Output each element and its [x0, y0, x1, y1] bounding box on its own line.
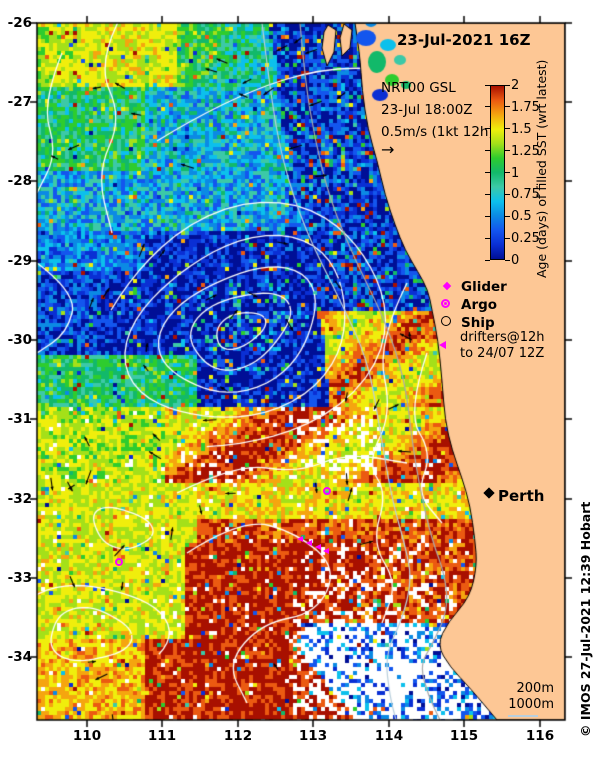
argo-icon — [441, 299, 450, 308]
drifter-icon — [439, 341, 446, 349]
colorbar-tick-mark-left — [485, 150, 490, 152]
page-title: 23-Jul-2021 16Z — [397, 31, 531, 49]
colorbar-tick-mark-left — [485, 84, 490, 86]
city-label: Perth — [498, 487, 545, 505]
colorbar-tick-mark-left — [485, 193, 490, 195]
colorbar-tick-mark-right — [505, 84, 510, 86]
drifter-marker-icon — [297, 536, 303, 542]
colorbar-tick-mark-left — [485, 215, 490, 217]
drifter-marker-icon — [306, 540, 312, 546]
colorbar-tick-label: 1.75 — [511, 99, 540, 115]
ship-icon — [441, 316, 451, 326]
legend-ship-label: Ship — [461, 315, 495, 331]
copyright-text: © IMOS 27-Jul-2021 12:39 Hobart — [578, 501, 593, 737]
colorbar — [490, 85, 505, 260]
depth-1000m-label: 1000m — [508, 697, 554, 712]
model-valid-time: 23-Jul 18:00Z — [381, 102, 473, 118]
colorbar-tick-label: 0 — [511, 253, 520, 268]
colorbar-tick-mark-right — [505, 150, 510, 152]
colorbar-tick-label: 1.5 — [511, 121, 532, 137]
y-axis-tick-label: -34 — [7, 649, 32, 665]
x-axis-tick-label: 112 — [223, 728, 253, 744]
colorbar-tick-mark-right — [505, 128, 510, 130]
argo-icon-dot — [444, 302, 447, 305]
colorbar-tick-label: 2 — [511, 78, 520, 93]
colorbar-tick-mark-right — [505, 172, 510, 173]
y-axis-tick-label: -26 — [7, 15, 32, 31]
colorbar-tick-label: 0.75 — [511, 187, 540, 203]
legend-argo-label: Argo — [461, 297, 498, 313]
legend-glider-label: Glider — [461, 279, 507, 295]
y-axis-tick-label: -31 — [7, 411, 32, 427]
y-axis-tick-label: -28 — [7, 173, 32, 189]
y-axis-tick-label: -30 — [7, 332, 32, 348]
colorbar-tick-mark-left — [485, 106, 490, 108]
drifter-marker-icon — [323, 548, 329, 554]
colorbar-tick-mark-left — [485, 172, 490, 173]
colorbar-tick-mark-right — [505, 237, 510, 239]
colorbar-tick-mark-right — [505, 259, 510, 261]
colorbar-tick-mark-right — [505, 193, 510, 195]
argo-float-marker-icon — [115, 558, 123, 566]
colorbar-tick-label: 1.25 — [511, 143, 540, 159]
legend-drifters-line1: drifters@12h — [460, 330, 545, 345]
x-axis-tick-label: 113 — [298, 728, 328, 744]
argo-float-marker-icon — [323, 487, 331, 495]
y-axis-tick-label: -27 — [7, 94, 32, 110]
depth-1000m-sample-line — [508, 715, 538, 717]
colorbar-tick-mark-left — [485, 128, 490, 130]
y-axis-tick-label: -33 — [7, 570, 32, 586]
x-axis-tick-label: 114 — [374, 728, 404, 744]
y-axis-tick-label: -29 — [7, 253, 32, 269]
velocity-scale-arrow-icon: → — [381, 140, 395, 159]
model-name: NRT00 GSL — [381, 80, 456, 96]
legend-drifters-line2: to 24/07 12Z — [460, 346, 545, 361]
colorbar-tick-label: 0.25 — [511, 231, 540, 247]
model-info-box: NRT00 GSL 23-Jul 18:00Z 0.5m/s (1kt 12h)… — [381, 77, 494, 159]
drifter-marker-icon — [315, 544, 321, 550]
colorbar-tick-mark-left — [485, 237, 490, 239]
colorbar-tick-mark-right — [505, 215, 510, 217]
x-axis-tick-label: 110 — [72, 728, 102, 744]
x-axis-tick-label: 116 — [525, 728, 555, 744]
velocity-scale-text: 0.5m/s (1kt 12h) — [381, 124, 494, 140]
colorbar-tick-label: 0.5 — [511, 209, 532, 225]
x-axis-tick-label: 115 — [449, 728, 479, 744]
colorbar-tick-mark-left — [485, 259, 490, 261]
y-axis-tick-label: -32 — [7, 491, 32, 507]
depth-200m-label: 200m — [516, 681, 554, 696]
colorbar-tick-mark-right — [505, 106, 510, 108]
x-axis-tick-label: 111 — [147, 728, 177, 744]
colorbar-tick-label: 1 — [511, 165, 520, 181]
